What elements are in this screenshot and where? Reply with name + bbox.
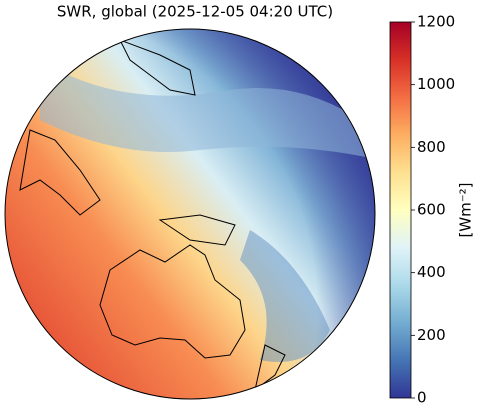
colorbar-tick-label: 200 xyxy=(417,326,446,344)
colorbar-tick-label: 400 xyxy=(417,263,446,281)
coastline xyxy=(118,39,196,96)
globe-outline xyxy=(4,28,376,400)
colorbar-tick-label: 1200 xyxy=(417,13,455,31)
colorbar xyxy=(389,21,412,399)
colorbar-tick-label: 1000 xyxy=(417,75,455,93)
colorbar-label: [Wm⁻²] xyxy=(457,182,475,237)
coastline xyxy=(99,244,246,359)
colorbar-tick-label: 0 xyxy=(417,389,427,407)
cloud-band xyxy=(40,60,375,160)
coastline xyxy=(254,344,286,392)
colorbar-tick-label: 600 xyxy=(417,201,446,219)
coastline xyxy=(19,129,101,216)
cloud-band xyxy=(240,230,330,362)
colorbar-tick-label: 800 xyxy=(417,138,446,156)
globe xyxy=(5,29,375,399)
map-title: SWR, global (2025-12-05 04:20 UTC) xyxy=(57,3,333,21)
coastline xyxy=(158,214,236,246)
